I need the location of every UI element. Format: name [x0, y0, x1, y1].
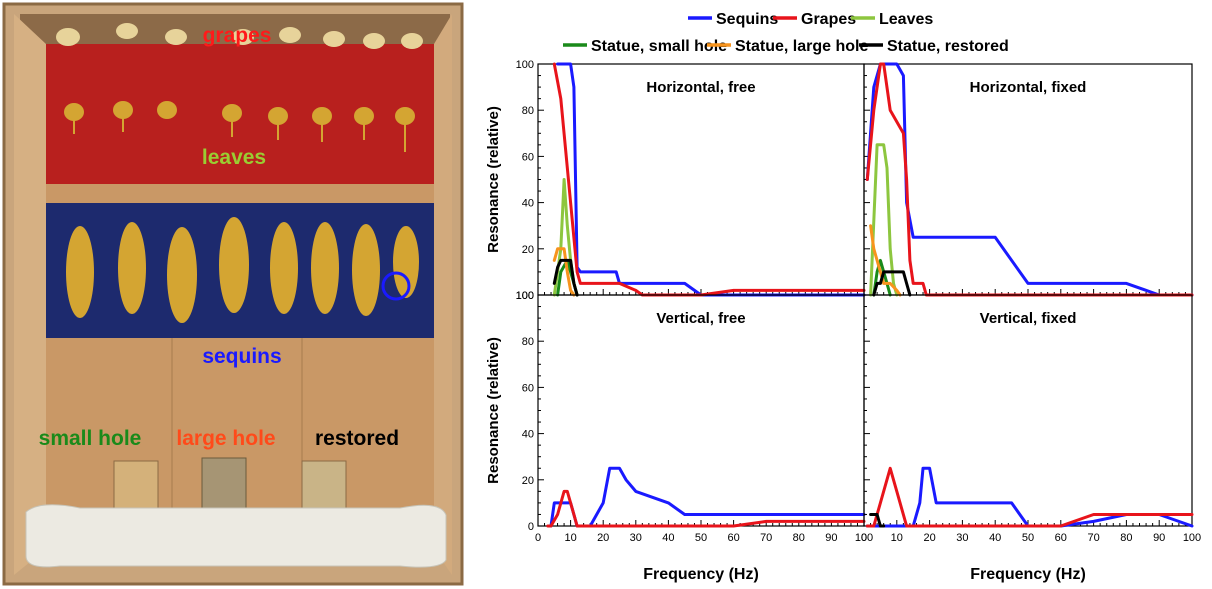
x-tick-label: 20	[597, 532, 609, 544]
plot-frame	[863, 294, 1193, 527]
series-line-statue-restored	[552, 258, 579, 297]
series-line-grapes	[865, 62, 1194, 297]
series-line-sequins	[865, 62, 1194, 297]
x-tick-label: 50	[1022, 532, 1034, 544]
x-tick-label: 0	[861, 532, 867, 544]
y-tick-label: 100	[516, 290, 534, 302]
y-tick-label: 40	[522, 429, 534, 441]
left-side-wall	[14, 14, 46, 575]
x-axis-label: Frequency (Hz)	[970, 566, 1086, 583]
legend-label: Leaves	[879, 11, 933, 28]
series-line-statue-restored	[869, 513, 886, 528]
panel-title: Horizontal, fixed	[970, 79, 1087, 96]
y-tick-label: 100	[516, 290, 534, 302]
legend-label: Sequins	[716, 11, 778, 28]
x-tick-label: 60	[727, 532, 739, 544]
y-tick-label: 20	[522, 244, 534, 256]
x-tick-label: 30	[630, 532, 642, 544]
chart-panel-4: 0 10 20 30 40 50 60 70 80 90 100 Vertical, fixed Fre…	[861, 294, 1201, 583]
series-line-sequins	[865, 466, 1194, 528]
resonance-charts: Sequins Grapes Leaves Statue, small hole Sta…	[485, 11, 1201, 583]
y-axis-label: Resonance (relative)	[485, 106, 502, 253]
x-tick-label: 100	[1183, 532, 1201, 544]
right-side-wall	[434, 14, 452, 575]
x-tick-label: 10	[564, 532, 576, 544]
y-tick-label: 80	[522, 336, 534, 348]
label-sequins: sequins	[202, 345, 281, 368]
x-tick-label: 80	[1120, 532, 1132, 544]
label-small-hole: small hole	[39, 427, 142, 450]
x-tick-label: 70	[760, 532, 772, 544]
y-tick-label: 0	[528, 521, 534, 533]
x-tick-label: 40	[989, 532, 1001, 544]
y-tick-label: 60	[522, 382, 534, 394]
chart-panel-1: 100 20 40 60 80 100 Horizontal, free Resonance …	[485, 59, 866, 302]
grape-clusters	[56, 23, 423, 49]
cushion	[25, 504, 447, 568]
x-tick-label: 100	[855, 532, 873, 544]
x-tick-label: 0	[535, 532, 541, 544]
x-tick-label: 90	[1153, 532, 1165, 544]
legend: Sequins Grapes Leaves Statue, small hole Sta…	[563, 11, 1009, 55]
legend-label: Statue, small hole	[591, 38, 727, 55]
x-tick-label: 60	[1055, 532, 1067, 544]
label-large-hole: large hole	[176, 427, 275, 450]
series-line-grapes	[552, 62, 866, 297]
highlight-circle	[381, 271, 411, 301]
chart-panel-2: Horizontal, fixed	[863, 62, 1194, 297]
x-tick-label: 70	[1087, 532, 1099, 544]
sequin-branches	[66, 217, 419, 323]
y-axis-label: Resonance (relative)	[485, 337, 502, 484]
legend-label: Grapes	[801, 11, 856, 28]
x-tick-label: 10	[891, 532, 903, 544]
plot-frame	[863, 63, 1193, 296]
x-tick-label: 30	[956, 532, 968, 544]
series-line-statue-small-hole	[872, 258, 892, 297]
x-tick-label: 20	[923, 532, 935, 544]
plot-frame	[537, 63, 865, 296]
panel-title: Vertical, free	[656, 310, 745, 327]
gold-leaves	[64, 101, 415, 152]
y-tick-label: 80	[522, 105, 534, 117]
y-tick-label: 100	[516, 59, 534, 71]
y-tick-label: 20	[522, 475, 534, 487]
series-line-sequins	[556, 62, 866, 297]
y-tick-label: 60	[522, 151, 534, 163]
panel-title: Vertical, fixed	[980, 310, 1077, 327]
x-tick-label: 90	[825, 532, 837, 544]
x-tick-label: 80	[793, 532, 805, 544]
x-tick-label: 40	[662, 532, 674, 544]
x-axis-label: Frequency (Hz)	[643, 566, 759, 583]
label-grapes: grapes	[203, 24, 272, 47]
x-tick-label: 50	[695, 532, 707, 544]
legend-label: Statue, large hole	[735, 38, 868, 55]
plot-frame	[537, 294, 865, 527]
label-restored: restored	[315, 427, 399, 450]
label-leaves: leaves	[202, 146, 266, 169]
series-line-leaves	[869, 143, 899, 297]
panel-title: Horizontal, free	[646, 79, 755, 96]
series-line-grapes	[865, 466, 1194, 528]
legend-label: Statue, restored	[887, 38, 1009, 55]
y-tick-label: 40	[522, 198, 534, 210]
museum-box-photo: grapes leaves sequins small hole large h…	[2, 2, 464, 586]
series-line-grapes	[546, 489, 866, 528]
series-line-sequins	[549, 466, 866, 528]
series-line-statue-restored	[872, 270, 912, 297]
